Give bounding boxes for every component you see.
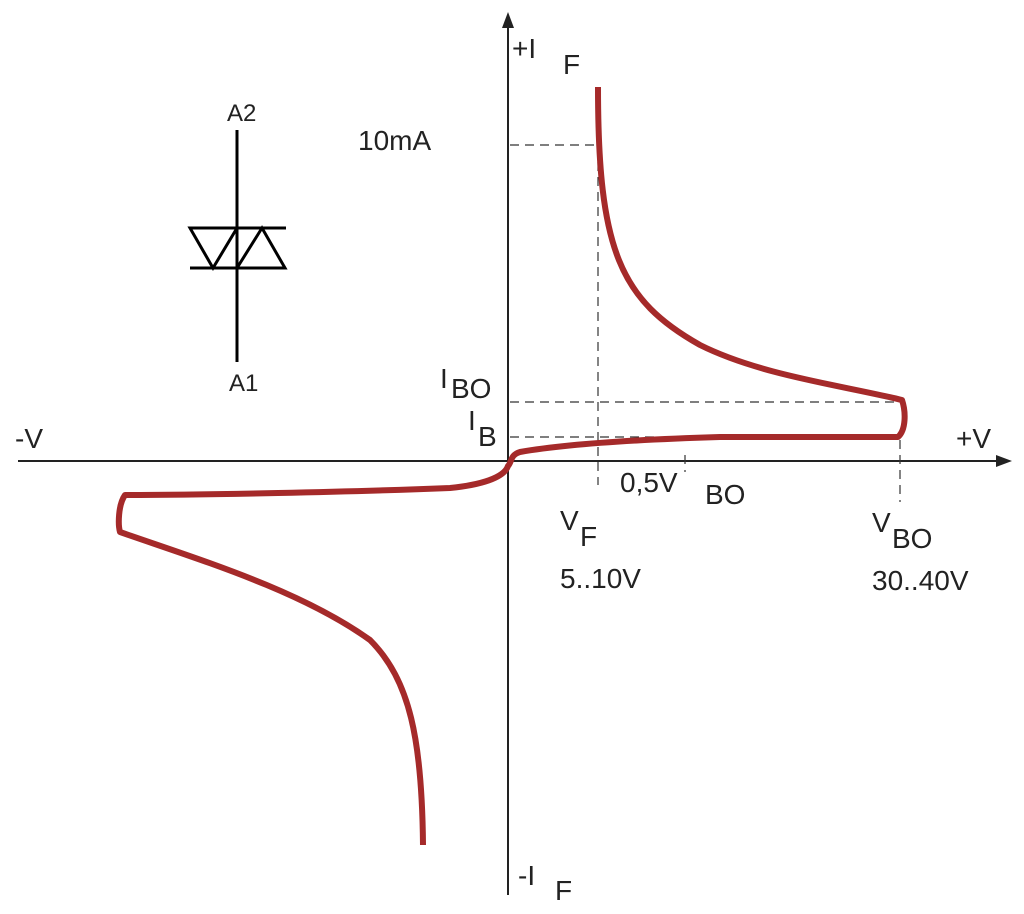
triangle	[187, 226, 240, 271]
annotation: 0,5V	[620, 467, 678, 498]
axis-label: -I	[518, 860, 535, 891]
annotation-sub: BO	[892, 523, 932, 554]
axis-arrow	[996, 455, 1012, 467]
annotation-sub: B	[478, 421, 497, 452]
annotation-sub: F	[580, 521, 597, 552]
annotation: I	[468, 405, 476, 436]
annotation-sub: BO	[705, 479, 745, 510]
axis-label-sub: F	[555, 875, 572, 906]
guide-line	[510, 144, 599, 485]
triangle	[234, 225, 288, 270]
annotation: I	[440, 363, 448, 394]
terminal-label: A2	[227, 100, 256, 127]
annotation: 10mA	[358, 125, 431, 156]
axis-label: -V	[15, 423, 43, 454]
annotation: V	[872, 507, 891, 538]
terminal-label: A1	[229, 370, 258, 397]
annotation: 5..10V	[560, 563, 641, 594]
axis-arrow	[502, 12, 514, 28]
annotation: 30..40V	[872, 565, 969, 596]
axis-label: +V	[956, 423, 991, 454]
characteristic-curve	[115, 86, 908, 846]
diac-symbol	[187, 130, 288, 362]
annotation-sub: BO	[451, 373, 491, 404]
annotation: V	[560, 505, 579, 536]
axis-label-sub: F	[563, 49, 580, 80]
axis-label: +I	[512, 33, 536, 64]
guide-lines	[510, 144, 901, 502]
